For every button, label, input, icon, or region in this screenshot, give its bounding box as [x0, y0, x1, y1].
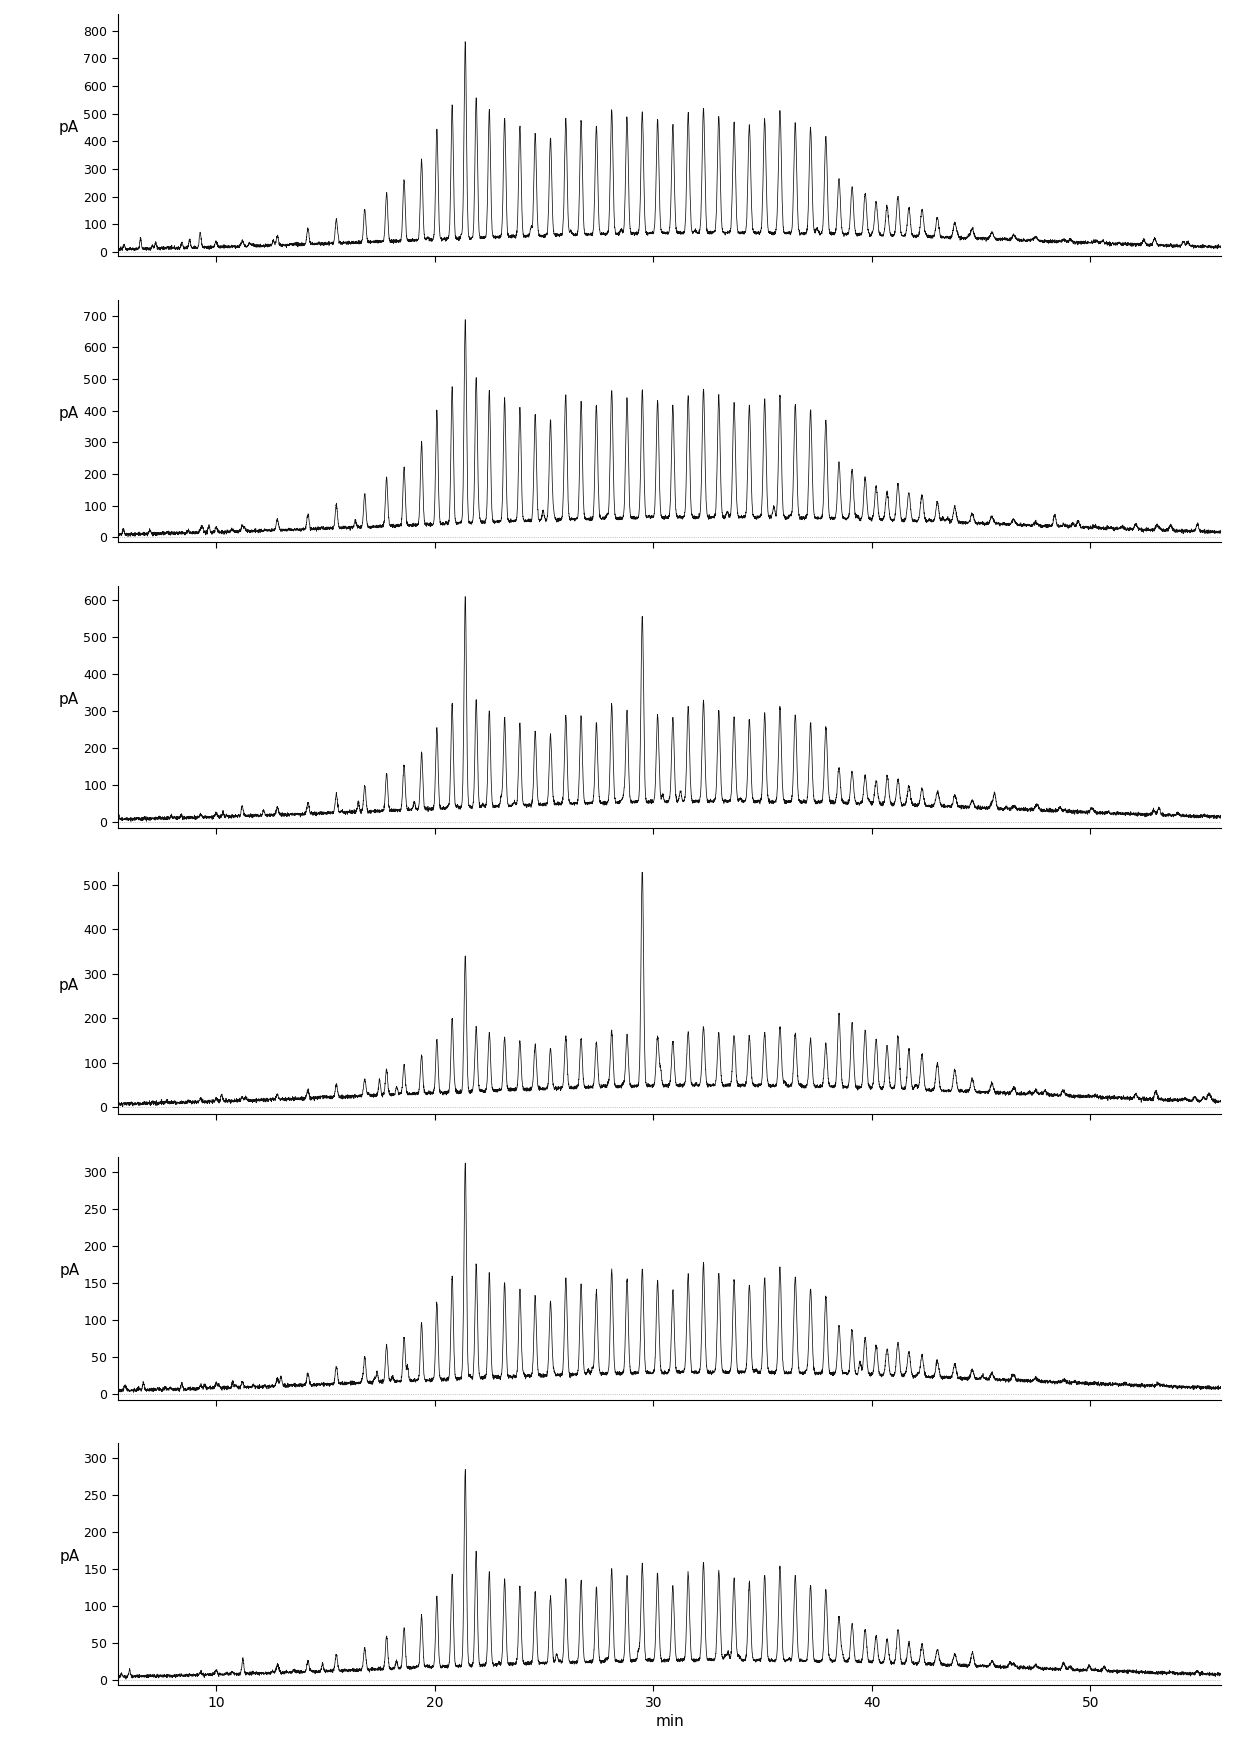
X-axis label: min: min	[655, 1713, 684, 1729]
Y-axis label: pA: pA	[60, 121, 79, 135]
Y-axis label: pA: pA	[60, 1549, 79, 1565]
Y-axis label: pA: pA	[60, 978, 79, 993]
Y-axis label: pA: pA	[60, 406, 79, 420]
Y-axis label: pA: pA	[60, 1263, 79, 1279]
Y-axis label: pA: pA	[60, 692, 79, 706]
